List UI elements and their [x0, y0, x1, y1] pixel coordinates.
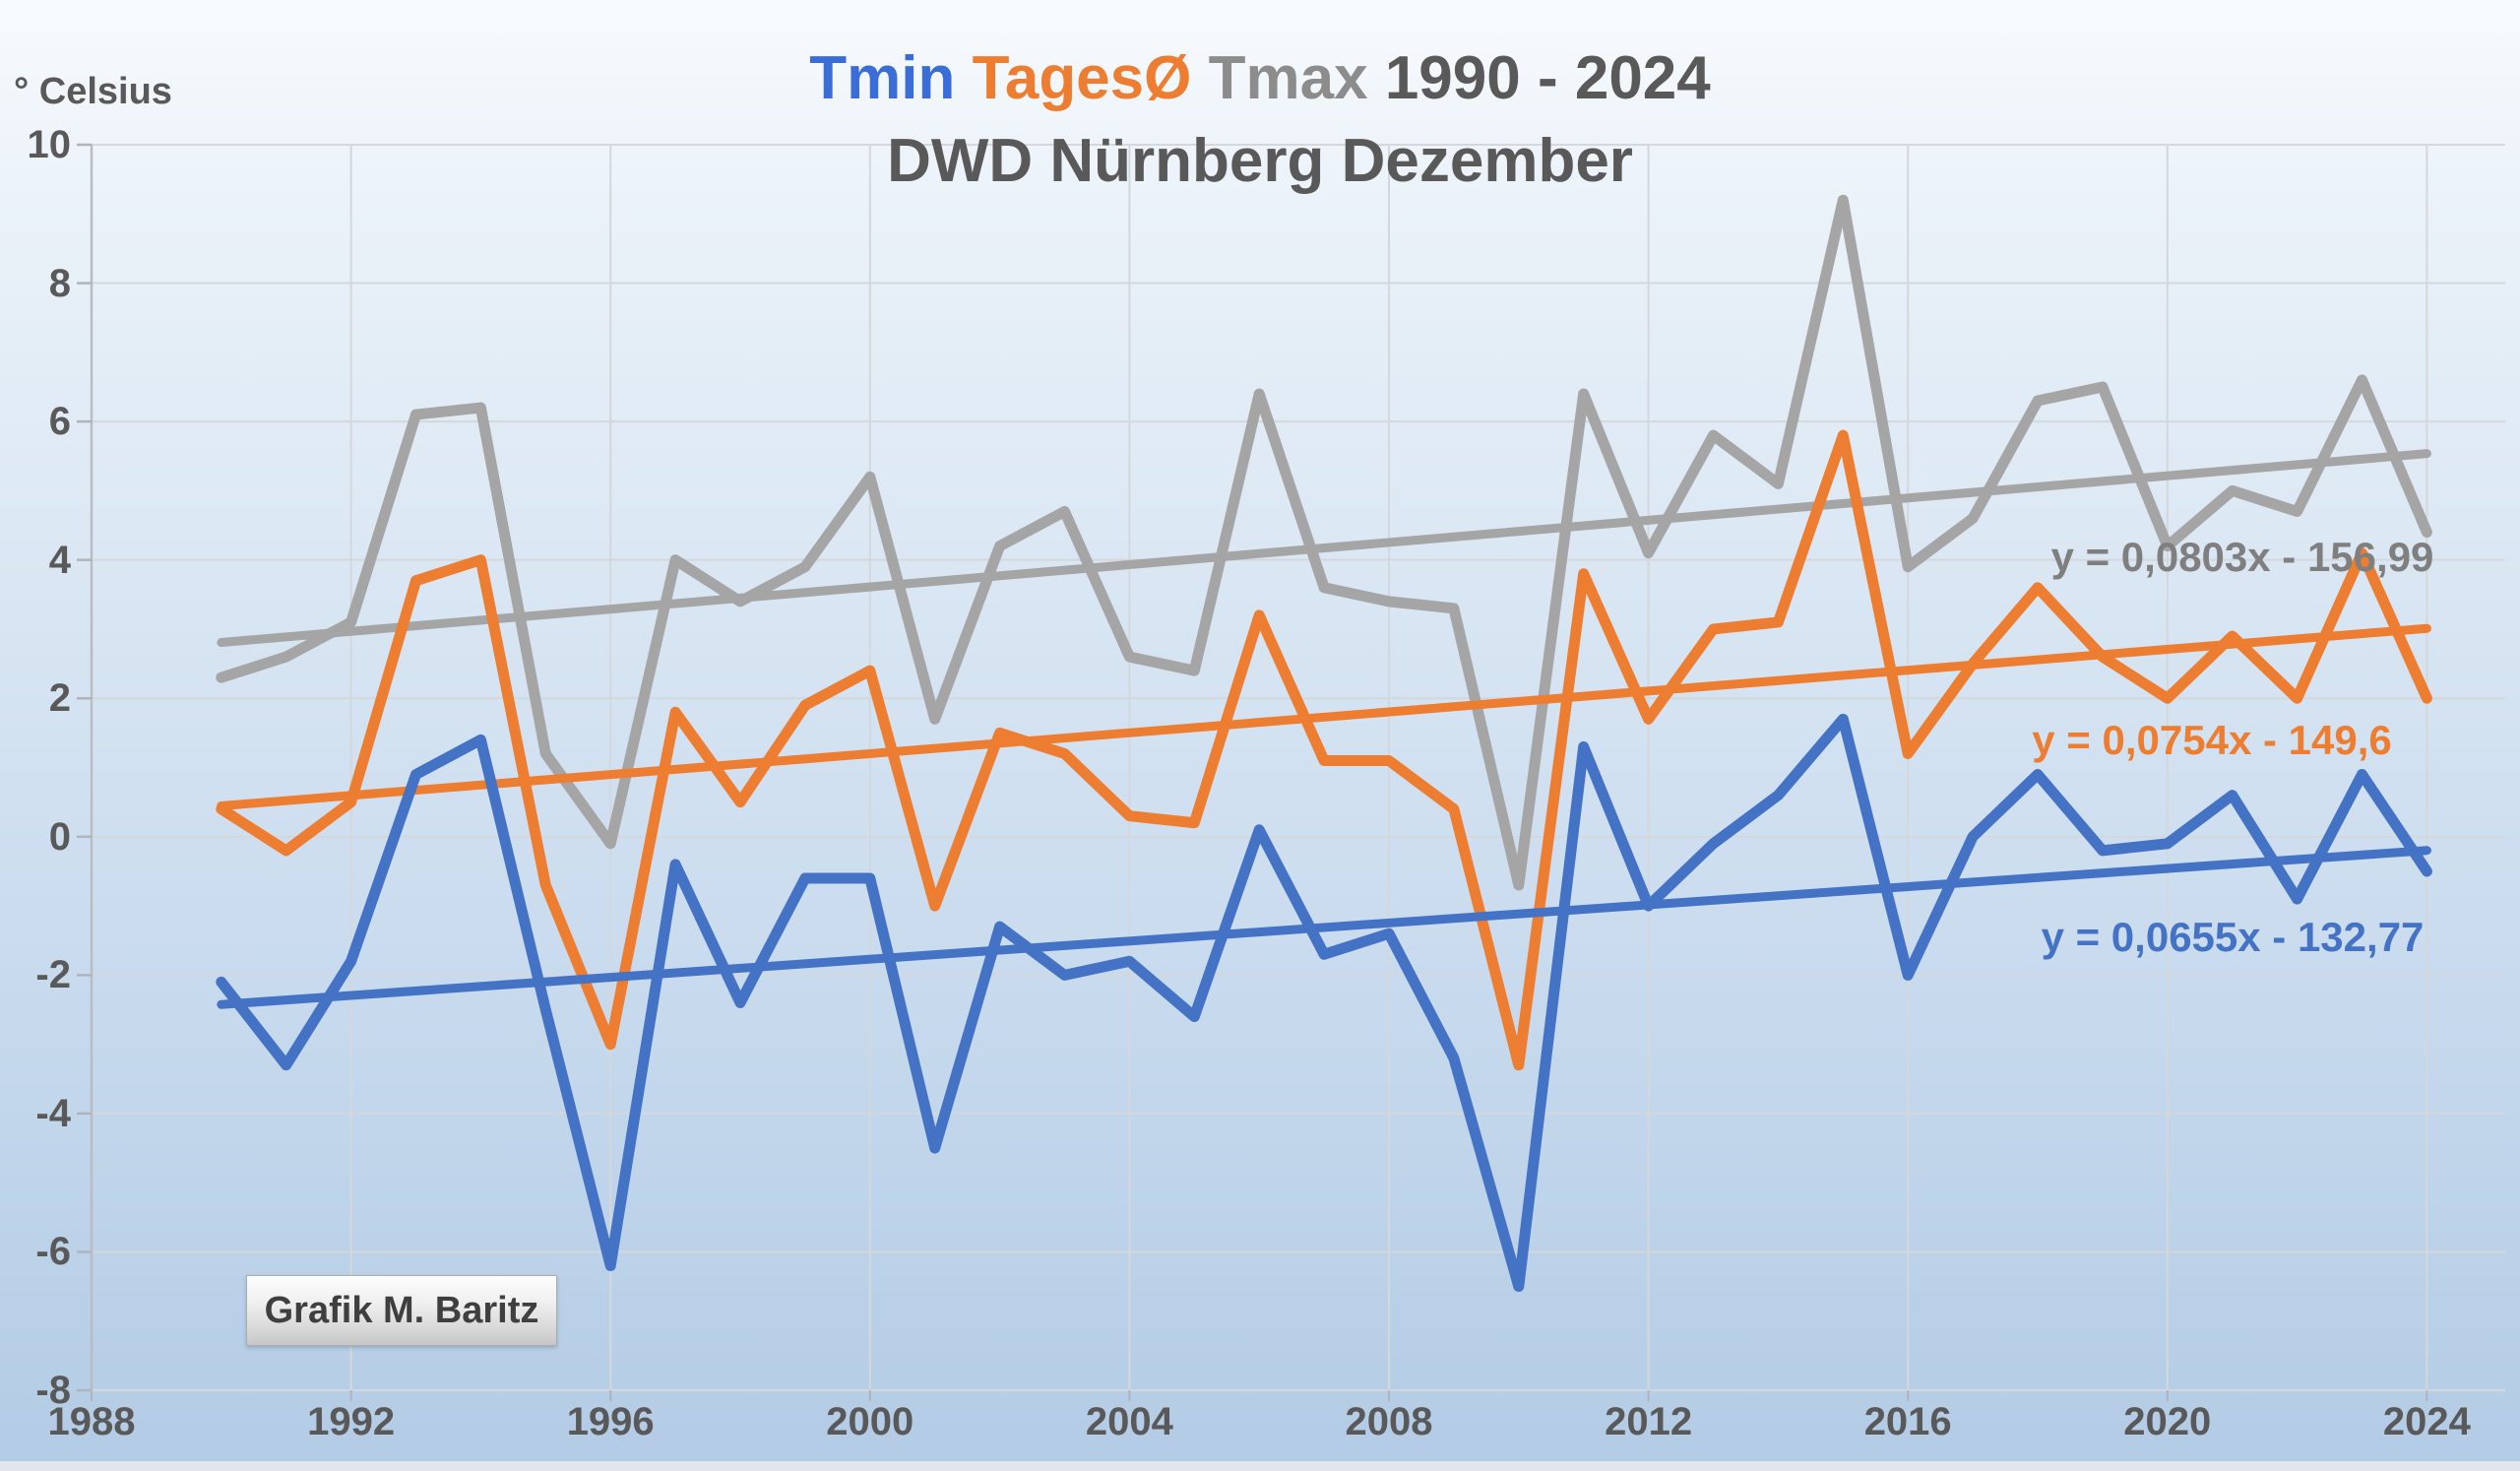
chart-subtitle: DWD Nürnberg Dezember: [887, 127, 1633, 195]
y-tick-label: 0: [48, 814, 71, 859]
chart-title: Tmin TagesØ Tmax 1990 - 2024: [0, 43, 2520, 113]
x-tick-label: 2024: [2382, 1400, 2471, 1443]
trendline-tagesavg: [217, 623, 2431, 810]
watermark-badge: Grafik M. Baritz: [246, 1275, 557, 1346]
y-axis-unit-label: ° Celsius: [14, 71, 172, 112]
x-tick-label: 2004: [1085, 1400, 1173, 1443]
series-tmax-line: [216, 194, 2432, 891]
x-tick-label: 2012: [1605, 1400, 1693, 1443]
axis-ticks: [77, 143, 2428, 1402]
x-tick-label: 2016: [1863, 1400, 1952, 1443]
x-tick-label: 2008: [1345, 1400, 1433, 1443]
title-spacer: [1368, 44, 1385, 112]
y-tick-label: -6: [35, 1230, 71, 1274]
title-spacer: [955, 44, 972, 112]
window-bottom-strip: [0, 1461, 2520, 1471]
equation-tagesavg: y = 0,0754x - 149,6: [2032, 717, 2392, 763]
x-tick-label: 2020: [2123, 1400, 2212, 1443]
y-tick-label: 4: [48, 538, 71, 582]
y-tick-label: -2: [35, 953, 71, 997]
y-tick-label: 6: [48, 400, 71, 444]
trendline-tmin: [217, 846, 2431, 1009]
title-tmin-label: Tmin: [809, 44, 956, 112]
equation-tmin: y = 0,0655x - 132,77: [2041, 914, 2425, 960]
trendline-tmax: [217, 449, 2431, 648]
watermark-text: Grafik M. Baritz: [264, 1289, 539, 1331]
x-tick-label: 1992: [307, 1400, 396, 1443]
y-tick-label: 8: [48, 261, 71, 305]
y-tick-label: -4: [35, 1091, 71, 1135]
title-tagesavg-label: TagesØ: [972, 44, 1192, 112]
series-tagesavg-line: [216, 429, 2432, 1071]
data-series: [216, 194, 2432, 1293]
y-tick-label: 2: [48, 676, 71, 721]
x-tick-label: 2000: [826, 1400, 914, 1443]
title-tmax-label: Tmax: [1208, 44, 1368, 112]
y-tick-label: -8: [35, 1369, 71, 1413]
y-tick-label: 10: [27, 123, 72, 166]
title-years-label: 1990 - 2024: [1384, 44, 1711, 112]
plot-grid: [90, 144, 2505, 1392]
series-tmin-line: [216, 713, 2432, 1293]
x-tick-label: 1988: [47, 1400, 136, 1443]
title-spacer: [1191, 44, 1208, 112]
equation-tmax: y = 0,0803x - 156,99: [2050, 534, 2434, 580]
x-tick-label: 1996: [566, 1400, 655, 1443]
